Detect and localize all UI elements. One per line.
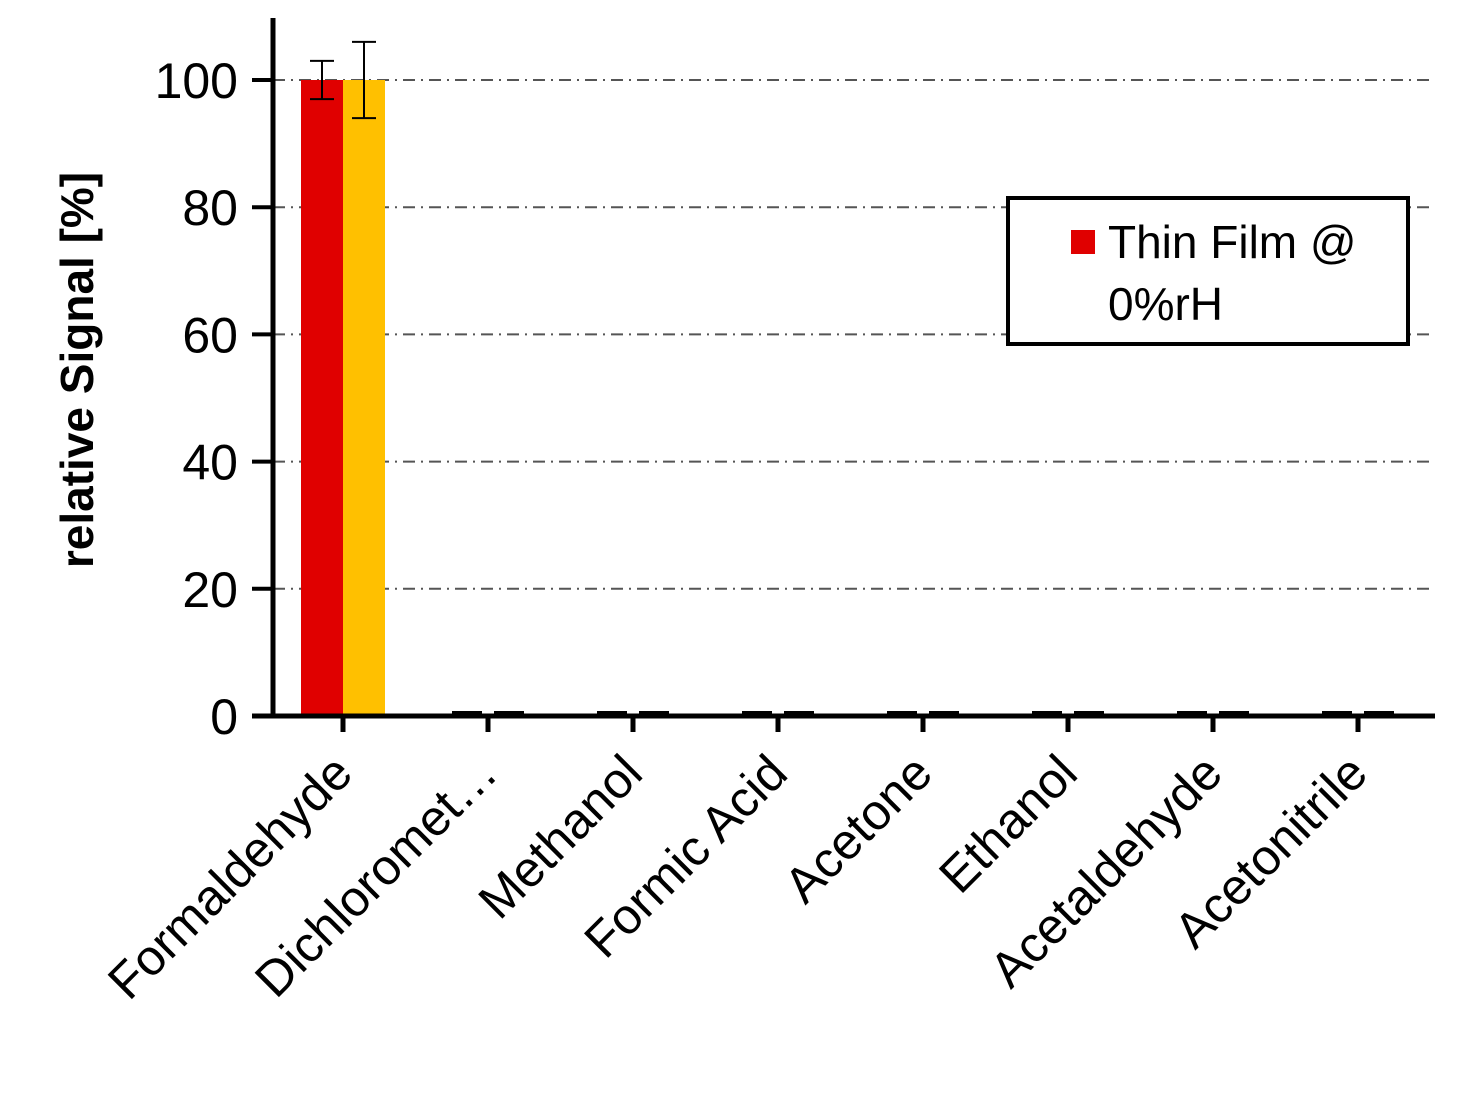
y-axis-label: relative Signal [%]	[51, 172, 103, 568]
bar-s0-0	[301, 80, 343, 716]
legend-box	[1006, 196, 1410, 346]
x-category-label-4: Acetone	[773, 744, 942, 913]
legend-text-line-1: Thin Film @	[1108, 216, 1357, 268]
legend-swatch	[1071, 230, 1095, 254]
y-tick-label-60: 60	[182, 307, 238, 363]
axes	[252, 18, 1435, 732]
legend-text-line-2: 0%rH	[1108, 278, 1223, 330]
bar-s1-0	[343, 80, 385, 716]
y-tick-label-0: 0	[210, 689, 238, 745]
y-tick-label-80: 80	[182, 180, 238, 236]
legend: Thin Film @ 0%rH	[1006, 196, 1410, 346]
y-tick-labels: 0 20 40 60 80 100	[155, 53, 238, 745]
y-tick-label-40: 40	[182, 435, 238, 491]
x-category-label-0: Formaldehyde	[97, 744, 363, 1010]
y-tick-label-20: 20	[182, 562, 238, 618]
error-bars	[310, 40, 1394, 715]
bars	[301, 80, 385, 716]
y-tick-label-100: 100	[155, 53, 238, 109]
